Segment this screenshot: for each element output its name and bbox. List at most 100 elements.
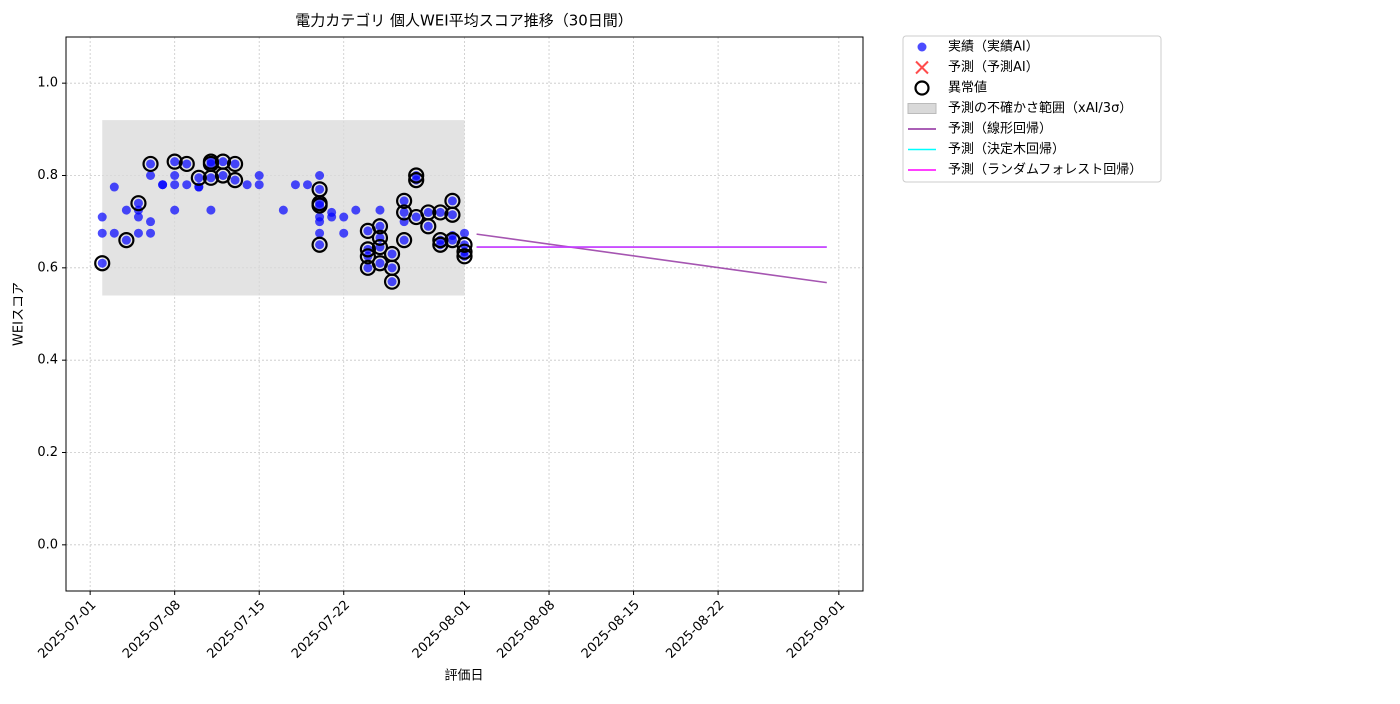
x-tick-label: 2025-08-08 [494,598,558,662]
actual-point [339,228,349,238]
anomaly-point [166,153,183,170]
plot [94,120,827,296]
actual-point [327,207,337,217]
actual-point [254,180,264,190]
actual-point [435,207,445,217]
actual-point [315,228,325,238]
anomaly-point [444,192,461,209]
anomaly-point [456,248,473,265]
anomaly-point [383,245,401,263]
actual-point [278,205,288,215]
x-tick-label: 2025-07-08 [120,598,184,662]
actual-point [146,217,156,227]
actual-point [218,157,228,167]
anomaly-point [202,169,220,186]
actual-point [182,159,192,169]
anomaly-point [311,236,328,253]
actual-point [387,263,397,273]
plot-frame [65,36,864,592]
actual-point [170,171,180,180]
anomaly-point [432,204,449,221]
anomaly-point [408,172,425,189]
actual-point [170,157,180,167]
actual-point [387,277,397,287]
anomaly-point [383,273,401,290]
actual-point [97,258,107,268]
actual-point [399,207,409,217]
anomaly-point [396,232,413,249]
actual-point [97,228,107,238]
actual-point [315,171,325,180]
anomaly-point [359,248,376,265]
legend-marker [907,103,937,114]
anomaly-point [456,236,473,253]
anomaly-point [432,232,449,249]
actual-point [375,258,385,268]
anomaly-point [130,195,147,212]
actual-point [146,171,156,180]
actual-point [315,201,325,211]
anomaly-point [420,218,437,235]
actual-point [109,228,119,238]
anomaly-point [371,238,389,256]
actual-point [109,182,119,192]
actual-point [170,205,180,215]
actual-point [399,235,409,245]
actual-point [375,221,385,231]
legend-label: 予測（線形回帰） [948,121,1052,137]
anomaly-point [118,232,135,249]
y-tick-label: 1.0 [37,76,58,91]
anomaly-point [226,155,244,173]
actual-point [303,180,313,190]
legend-marker [914,80,930,96]
anomaly-point [359,241,376,258]
actual-point [363,263,373,273]
actual-point [97,212,107,222]
actual-point [315,184,325,194]
actual-point [290,180,300,190]
x-tick-label: 2025-08-22 [663,598,727,662]
actual-point [387,249,397,259]
anomaly-point [396,192,413,209]
y-tick-label: 0.8 [37,168,58,183]
forecast-line [476,233,827,284]
x-tick-label: 2025-08-01 [410,598,474,662]
actual-point [460,228,469,238]
y-tick-label: 0.0 [37,537,58,552]
y-tick-label: 0.6 [37,260,58,275]
actual-point [182,180,192,190]
actual-point [423,221,433,231]
x-tick-label: 2025-07-15 [204,598,268,662]
x-tick-label: 2025-08-15 [579,598,643,662]
x-tick-label: 2025-07-22 [289,598,353,662]
anomaly-point [311,197,328,214]
anomaly-point [456,243,473,260]
legend-label: 異常値 [948,80,987,96]
actual-point [339,212,349,222]
x-tick-label: 2025-09-01 [784,598,848,662]
actual-point [218,171,228,180]
actual-point [133,212,143,222]
legend-label: 予測の不確かさ範囲（xAI/3σ） [948,100,1132,116]
legend-label: 予測（ランダムフォレスト回帰） [948,162,1142,178]
anomaly-point [226,172,244,189]
actual-point [133,198,143,208]
actual-point [146,159,156,169]
legend-marker [917,42,927,52]
anomaly-point [94,255,111,272]
anomaly-point [142,155,159,173]
anomaly-point [371,218,389,235]
actual-point [206,173,216,183]
actual-point [375,205,385,215]
actual-point [121,235,131,245]
actual-point [242,180,252,190]
y-axis-label: WEIスコア [12,282,27,346]
actual-point [399,196,409,206]
actual-point [206,205,216,215]
actual-point [447,235,457,245]
actual-point [206,159,216,169]
chart-title: 電力カテゴリ 個人WEI平均スコア推移（30日間） [295,12,633,30]
actual-point [315,217,325,227]
actual-point [351,205,361,215]
